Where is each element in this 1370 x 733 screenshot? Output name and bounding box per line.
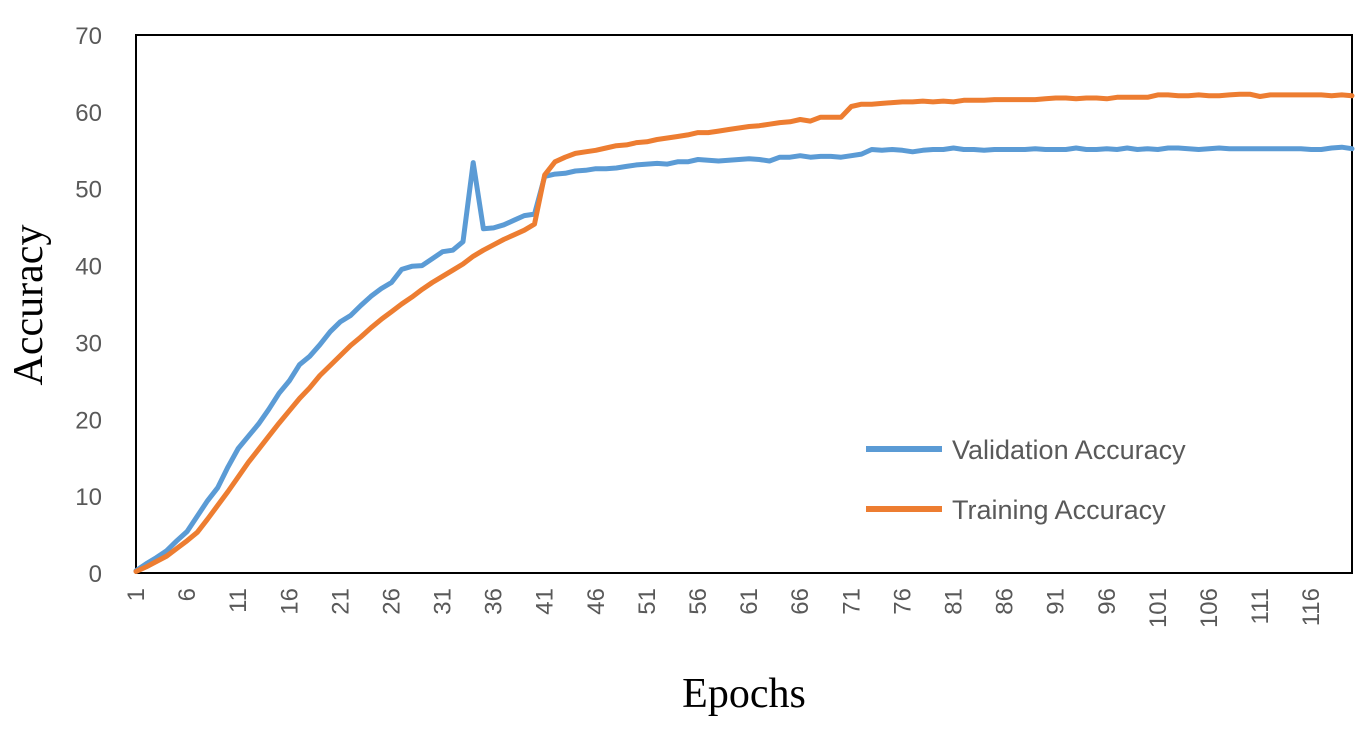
x-axis-title: Epochs [682, 671, 806, 717]
x-tick-label: 11 [225, 588, 252, 613]
legend-label-validation: Validation Accuracy [952, 435, 1186, 465]
x-tick-label: 36 [481, 588, 508, 615]
legend: Validation Accuracy Training Accuracy [866, 435, 1186, 525]
x-tick-label: 61 [736, 588, 763, 615]
x-tick-label: 116 [1298, 588, 1325, 626]
x-tick-label: 71 [838, 588, 865, 615]
y-tick-label: 40 [75, 254, 102, 281]
series-line-validation [133, 144, 1355, 574]
series-lines [133, 91, 1355, 574]
plot-frame [135, 34, 1353, 574]
x-tick-label: 16 [276, 588, 303, 615]
x-tick-label: 96 [1094, 588, 1121, 615]
y-tick-label: 30 [75, 330, 102, 357]
x-tick-label: 106 [1196, 588, 1223, 628]
x-tick-label: 91 [1043, 588, 1070, 615]
y-tick-label: 0 [89, 561, 102, 588]
series-line-training [133, 91, 1355, 574]
x-tick-label: 6 [174, 588, 201, 601]
x-tick-label: 101 [1145, 588, 1172, 628]
y-tick-label: 70 [75, 23, 102, 50]
legend-label-training: Training Accuracy [952, 495, 1166, 525]
x-tick-label: 1 [123, 588, 150, 601]
y-tick-label: 10 [75, 484, 102, 511]
x-tick-label: 46 [583, 588, 610, 615]
x-tick-label: 76 [889, 588, 916, 615]
x-tick-label: 111 [1247, 588, 1274, 624]
y-tick-label: 50 [75, 177, 102, 204]
x-tick-label: 86 [992, 588, 1019, 615]
x-axis-ticks: 1 6 11 16 21 26 31 36 41 46 51 56 61 66 71 76 81 86 91 96 10… [123, 588, 1325, 628]
x-tick-label: 31 [430, 588, 457, 615]
x-tick-label: 41 [532, 588, 559, 615]
x-tick-label: 21 [327, 588, 354, 615]
y-axis-ticks: 0 10 20 30 40 50 60 70 [75, 23, 102, 588]
x-tick-label: 26 [378, 588, 405, 615]
y-tick-label: 20 [75, 407, 102, 434]
y-tick-label: 60 [75, 100, 102, 127]
x-tick-label: 51 [634, 588, 661, 615]
x-tick-label: 66 [787, 588, 814, 615]
x-tick-label: 81 [940, 588, 967, 615]
x-tick-label: 56 [685, 588, 712, 615]
y-axis-title: Accuracy [6, 225, 52, 386]
